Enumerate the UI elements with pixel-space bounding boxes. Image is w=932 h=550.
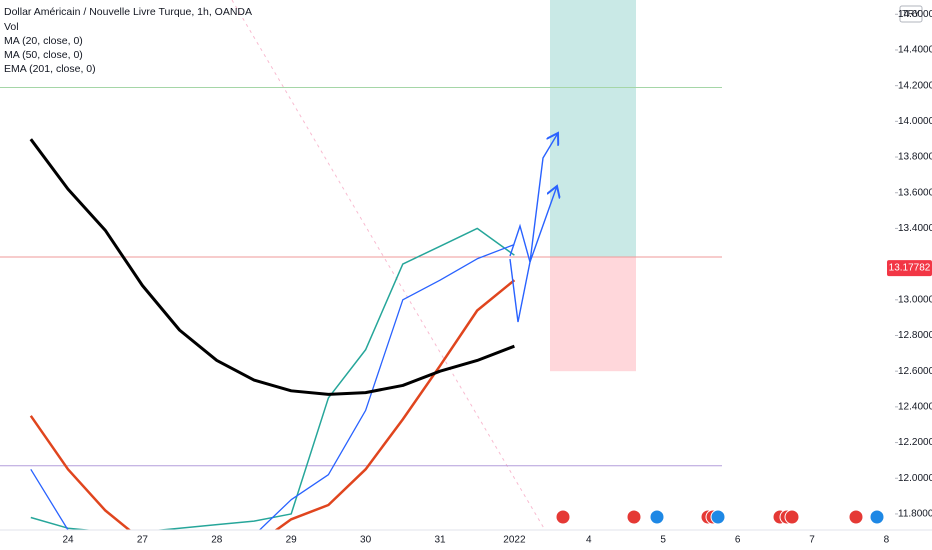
last-price-box [887, 260, 932, 277]
x-tick-label: 4 [586, 535, 592, 546]
x-tick-label: 8 [884, 535, 890, 546]
legend-entry: EMA (201, close, 0) [4, 63, 96, 75]
x-tick-label: 24 [62, 535, 74, 546]
last-price-label: 13.17782 [889, 263, 931, 274]
x-tick-label: 2022 [503, 535, 526, 546]
legend-entry: MA (20, close, 0) [4, 35, 83, 47]
y-tick-label: 13.60000 [898, 187, 932, 198]
y-tick-label: 12.00000 [898, 473, 932, 484]
x-tick-label: 5 [660, 535, 666, 546]
projection-arrow [529, 186, 557, 263]
y-tick-label: 14.60000 [898, 9, 932, 20]
x-tick-label: 31 [434, 535, 446, 546]
event-icon [869, 509, 885, 525]
series-line [30, 243, 515, 530]
y-tick-label: 13.40000 [898, 223, 932, 234]
currency-badge [899, 5, 923, 23]
y-tick-label: 14.00000 [898, 116, 932, 127]
background [0, 0, 722, 531]
legend-entry: Vol [4, 21, 19, 33]
y-tick-label: 12.80000 [898, 330, 932, 341]
y-tick-label: 14.20000 [898, 80, 932, 91]
y-tick-label: 14.40000 [898, 45, 932, 56]
event-icons [555, 509, 885, 525]
y-tick-label: 12.60000 [898, 366, 932, 377]
projection-path [509, 258, 531, 323]
event-icon [626, 509, 642, 525]
x-tick-label: 27 [137, 535, 149, 546]
legend: Dollar Américain / Nouvelle Livre Turque… [4, 6, 252, 75]
x-tick-label: 30 [360, 535, 372, 546]
legend-entry: MA (50, close, 0) [4, 49, 83, 61]
stop-zone [550, 256, 636, 372]
event-icon [649, 509, 665, 525]
series-line [29, 138, 515, 396]
x-tick-label: 6 [735, 535, 741, 546]
event-icon [848, 509, 864, 525]
x-tick-label: 29 [286, 535, 298, 546]
price-line [30, 227, 515, 530]
trend-line [231, 0, 546, 531]
x-tick-label: 7 [809, 535, 815, 546]
projection [509, 133, 558, 323]
y-tick-label: 11.80000 [898, 509, 932, 520]
event-icon [784, 509, 800, 525]
y-tick-label: 12.40000 [898, 402, 932, 413]
y-tick-label: 12.20000 [898, 437, 932, 448]
plot-area [29, 138, 516, 530]
x-tick-label: 28 [211, 535, 223, 546]
y-tick-label: 13.80000 [898, 152, 932, 163]
projection-path [509, 223, 531, 263]
y-tick-label: 13.00000 [898, 294, 932, 305]
projection-arrow [529, 133, 558, 263]
target-zone [550, 0, 636, 257]
event-icon [555, 509, 571, 525]
event-icon [710, 509, 726, 525]
chart-title: Dollar Américain / Nouvelle Livre Turque… [4, 6, 252, 18]
currency-label: TRY [902, 8, 920, 18]
series-line [29, 279, 516, 530]
